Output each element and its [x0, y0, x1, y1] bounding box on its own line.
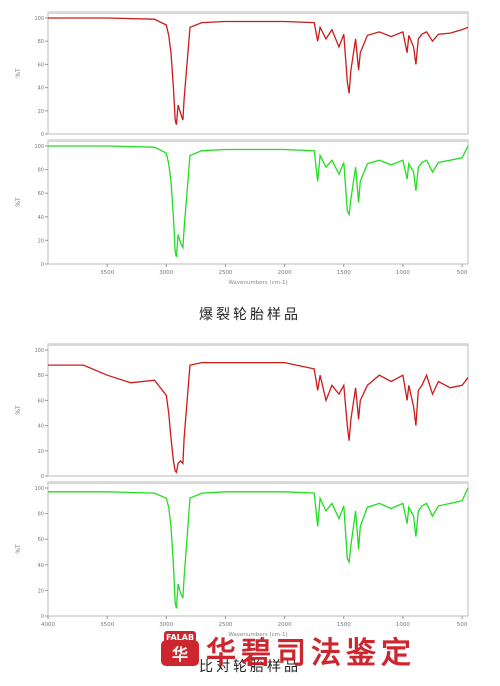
x-tick-label: 3500: [100, 622, 114, 628]
y-tick-label: 20: [38, 588, 44, 594]
y-tick-label: 80: [38, 39, 44, 45]
svg-text:华: 华: [172, 645, 188, 664]
y-tick-label: 100: [34, 144, 44, 150]
y-tick-label: 40: [38, 86, 44, 92]
x-tick-label: 500: [457, 622, 468, 628]
spectrum-line-green: [48, 487, 469, 609]
x-tick-label: 4000: [41, 622, 55, 628]
y-tick-label: 100: [34, 348, 44, 354]
x-tick-label: 2000: [278, 622, 292, 628]
panel-top-band: [48, 344, 468, 346]
watermark: FALAB 华 华碧司法鉴定: [160, 627, 495, 673]
panel-top-band: [48, 482, 468, 484]
y-tick-label: 40: [38, 563, 44, 569]
y-tick-label: 60: [38, 62, 44, 68]
y-tick-label: 20: [38, 109, 44, 115]
plot-frame: [47, 343, 469, 477]
y-tick-label: 100: [34, 486, 44, 492]
y-tick-label: 0: [41, 262, 44, 268]
y-tick-label: 0: [41, 614, 44, 620]
y-axis-label: %T: [15, 197, 22, 207]
x-tick-label: 1500: [337, 270, 351, 276]
y-tick-label: 80: [38, 168, 44, 174]
spectrum-chart-2: 0 20 40 60 80 100 %T 0 20 40 60 80 100 %T 4000 3500 3000…: [15, 343, 469, 638]
plot-frame: [47, 139, 469, 265]
y-tick-label: 40: [38, 424, 44, 430]
x-axis-label: Wavenumbers (cm-1): [228, 632, 287, 638]
x-tick-label: 3000: [159, 270, 173, 276]
x-tick-label: 3500: [100, 270, 114, 276]
panel-top-band: [48, 140, 468, 142]
y-tick-label: 60: [38, 398, 44, 404]
spectrum-line-red: [48, 17, 469, 125]
spectrum-line-green: [48, 145, 469, 258]
x-tick-label: 2500: [218, 270, 232, 276]
y-tick-label: 60: [38, 191, 44, 197]
x-tick-label: 1000: [396, 622, 410, 628]
svg-text:FALAB: FALAB: [166, 633, 194, 642]
x-tick-label: 3000: [159, 622, 173, 628]
plot-frame: [47, 11, 469, 135]
y-tick-label: 60: [38, 537, 44, 543]
spectrum-chart-1: 0 20 40 60 80 100 %T 0 20 40 60 80 100 %T 3500 3000 2500…: [15, 11, 469, 286]
y-tick-label: 0: [41, 132, 44, 138]
caption-burst-tire-sample: 爆裂轮胎样品: [199, 307, 301, 323]
x-tick-label: 2500: [218, 622, 232, 628]
y-axis-label: %T: [15, 405, 22, 415]
panel-top-band: [48, 12, 468, 14]
y-tick-label: 20: [38, 449, 44, 455]
y-axis-label: %T: [15, 68, 22, 78]
spectrum-figure-1: 0 20 40 60 80 100 %T 0 20 40 60 80 100 %T 3500 3000 2500…: [0, 0, 500, 300]
y-tick-label: 80: [38, 512, 44, 518]
x-tick-label: 1000: [396, 270, 410, 276]
falab-logo: FALAB 华: [160, 630, 200, 670]
y-tick-label: 20: [38, 238, 44, 244]
spectrum-figure-2: 0 20 40 60 80 100 %T 0 20 40 60 80 100 %T 4000 3500 3000…: [0, 336, 500, 652]
plot-frame: [47, 481, 469, 617]
watermark-company-name: 华碧司法鉴定: [206, 636, 416, 671]
y-tick-label: 0: [41, 474, 44, 480]
x-tick-label: 2000: [278, 270, 292, 276]
y-tick-label: 100: [34, 16, 44, 22]
x-tick-label: 1500: [337, 622, 351, 628]
y-axis-label: %T: [15, 544, 22, 554]
x-axis-label: Wavenumbers (cm-1): [228, 280, 287, 286]
spectrum-line-red: [48, 361, 469, 474]
x-tick-label: 500: [457, 270, 468, 276]
y-tick-label: 40: [38, 215, 44, 221]
y-tick-label: 80: [38, 373, 44, 379]
caption-comparison-tire-sample: 比对轮胎样品: [199, 659, 301, 675]
